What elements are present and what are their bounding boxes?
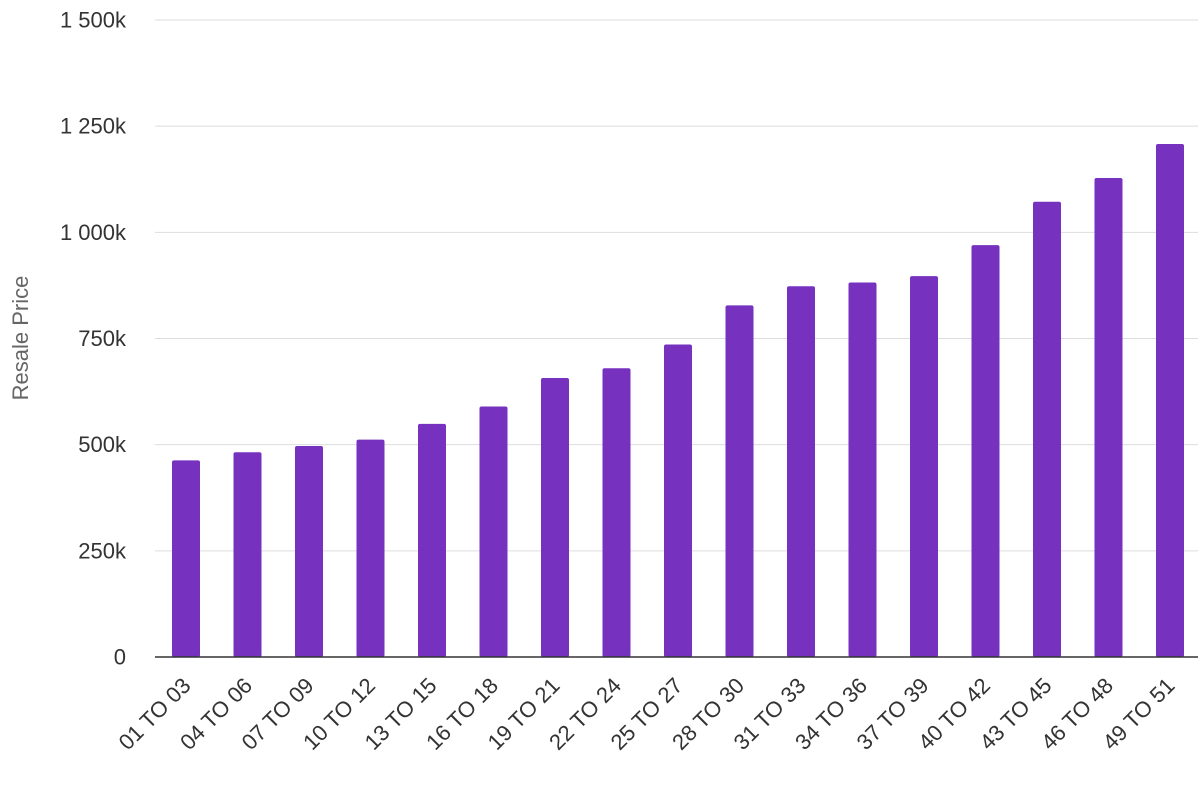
bar bbox=[172, 460, 200, 657]
bar bbox=[725, 305, 754, 657]
y-axis-title: Resale Price bbox=[8, 276, 33, 401]
y-axis-tick-labels: 0 250k 500k 750k 1 000k 1 250k 1 500k bbox=[60, 8, 127, 670]
bar bbox=[848, 282, 877, 657]
bars bbox=[172, 144, 1184, 658]
y-tick-label: 0 bbox=[114, 645, 126, 670]
bar bbox=[971, 245, 1000, 657]
bar bbox=[479, 406, 508, 657]
y-tick-label: 1 250k bbox=[60, 114, 127, 139]
bar bbox=[295, 445, 323, 657]
bar bbox=[418, 423, 446, 657]
bar bbox=[602, 368, 631, 657]
y-tick-label: 750k bbox=[78, 326, 127, 351]
bar bbox=[787, 286, 815, 657]
bar bbox=[356, 439, 385, 657]
y-tick-label: 1 000k bbox=[60, 220, 127, 245]
bar bbox=[1033, 201, 1061, 658]
bar bbox=[1156, 144, 1184, 657]
y-tick-label: 1 500k bbox=[60, 8, 127, 33]
bar bbox=[910, 276, 938, 657]
bar bbox=[233, 452, 262, 657]
bar bbox=[1094, 177, 1123, 657]
y-tick-label: 250k bbox=[78, 538, 127, 563]
bar bbox=[664, 344, 692, 657]
gridlines bbox=[155, 19, 1198, 552]
bar bbox=[541, 377, 569, 657]
y-tick-label: 500k bbox=[78, 432, 127, 457]
